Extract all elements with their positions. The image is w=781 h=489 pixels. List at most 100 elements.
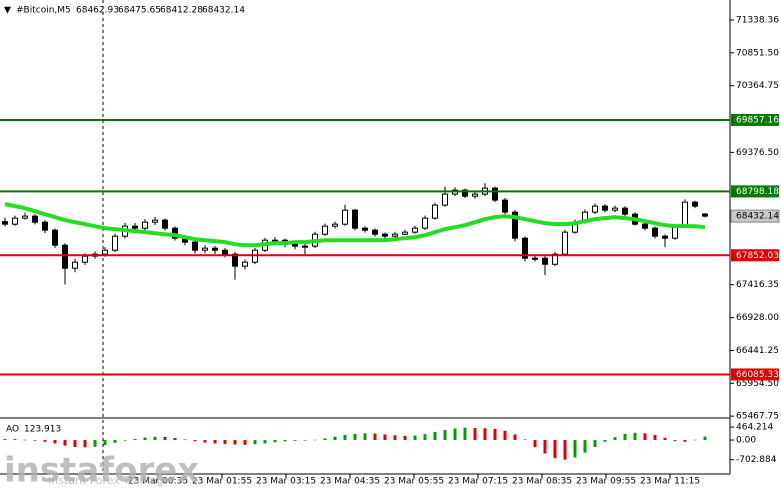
ao-bar xyxy=(113,440,117,443)
ao-bar xyxy=(13,439,17,441)
candle-body xyxy=(382,233,388,237)
ao-bar xyxy=(423,434,427,441)
candle-body xyxy=(682,201,688,227)
ao-bar xyxy=(323,438,327,441)
y-tick-label: 71338.36 xyxy=(736,16,779,26)
candle-body xyxy=(232,253,238,267)
ao-bar xyxy=(413,435,417,441)
candle-body xyxy=(272,239,278,242)
level-label: 67852.03 xyxy=(736,251,779,261)
y-tick-label: 67416.35 xyxy=(736,280,779,290)
ao-bar xyxy=(433,431,437,441)
ao-bar xyxy=(223,440,227,444)
x-tick-label: 23 Mar 03:15 xyxy=(256,477,316,487)
ao-bar xyxy=(193,440,197,442)
watermark-title: instaforex xyxy=(4,451,199,489)
ao-bar xyxy=(33,440,37,441)
y-tick-label: 66441.25 xyxy=(736,346,779,356)
ao-bar xyxy=(53,440,57,444)
candle-body xyxy=(62,244,68,269)
candle-body xyxy=(542,257,548,265)
ao-tick-label: 0.00 xyxy=(736,436,756,446)
chart-title: #Bitcoin,M5 xyxy=(16,6,71,16)
ao-bar xyxy=(273,440,277,443)
candle-body xyxy=(342,209,348,225)
candle-body xyxy=(592,205,598,213)
y-tick-label: 70851.50 xyxy=(736,48,779,58)
y-tick-label: 65467.75 xyxy=(736,412,779,422)
ao-bar xyxy=(513,434,517,441)
ao-bar xyxy=(183,439,187,441)
ao-bar xyxy=(573,440,577,458)
ao-bar xyxy=(393,435,397,441)
candle-body xyxy=(532,257,538,260)
candle-body xyxy=(472,193,478,197)
ao-bar xyxy=(363,433,367,441)
candle-body xyxy=(392,233,398,237)
candle-body xyxy=(322,225,328,235)
ao-bar xyxy=(103,440,107,446)
y-tick-label: 69376.50 xyxy=(736,148,779,158)
ao-bar xyxy=(523,439,527,441)
candle-body xyxy=(22,215,28,219)
candle-body xyxy=(102,249,108,255)
ao-bar xyxy=(693,439,697,441)
high-value: 68475.65 xyxy=(118,6,161,16)
candle-body xyxy=(522,237,528,259)
ao-bar xyxy=(143,437,147,441)
level-label: 68798.18 xyxy=(736,187,779,197)
candle-body xyxy=(652,227,658,237)
x-tick-label: 23 Mar 05:55 xyxy=(384,477,444,487)
ao-bar xyxy=(3,438,7,441)
candle-body xyxy=(192,241,198,251)
open-value: 68462.93 xyxy=(76,6,119,16)
ao-bar xyxy=(653,435,657,441)
ao-bar xyxy=(603,440,607,442)
y-tick-label: 70364.75 xyxy=(736,81,779,91)
level-label: 66085.33 xyxy=(736,370,779,380)
candle-body xyxy=(512,211,518,239)
ao-bar xyxy=(493,428,497,441)
x-tick-label: 23 Mar 08:35 xyxy=(512,477,572,487)
ao-bar xyxy=(203,440,207,443)
candle-body xyxy=(612,207,618,211)
candle-body xyxy=(552,253,558,265)
candle-body xyxy=(222,249,228,255)
ao-bar xyxy=(293,440,297,441)
candle-body xyxy=(202,247,208,251)
candle-body xyxy=(462,189,468,197)
y-tick-label: 65954.50 xyxy=(736,379,779,389)
candle-body xyxy=(242,261,248,267)
candle-body xyxy=(422,217,428,229)
candle-body xyxy=(702,213,708,217)
ao-bar xyxy=(663,437,667,441)
x-tick-label: 23 Mar 01:55 xyxy=(192,477,252,487)
ao-bar xyxy=(503,430,507,441)
level-label-box xyxy=(731,113,779,126)
candle-body xyxy=(352,209,358,229)
ao-bar xyxy=(623,433,627,441)
x-tick-label: 23 Mar 07:15 xyxy=(448,477,508,487)
x-tick-label: 23 Mar 11:15 xyxy=(640,477,700,487)
ao-bar xyxy=(373,433,377,441)
ao-bar xyxy=(283,440,287,442)
ao-bar xyxy=(303,440,307,441)
ao-bar xyxy=(93,440,97,447)
candle-body xyxy=(72,261,78,269)
candle-body xyxy=(32,215,38,223)
ao-bar xyxy=(163,436,167,441)
ao-bar xyxy=(543,440,547,454)
candle-body xyxy=(112,235,118,251)
y-tick-label: 66928.00 xyxy=(736,313,779,323)
candle-body xyxy=(432,204,438,219)
ao-bar xyxy=(643,433,647,441)
ao-bar xyxy=(683,440,687,442)
ao-bar xyxy=(403,435,407,441)
candle-body xyxy=(142,221,148,229)
ao-bar xyxy=(483,428,487,441)
ao-value: 123.913 xyxy=(24,425,61,435)
ao-bar xyxy=(233,440,237,445)
candle-body xyxy=(52,229,58,246)
ao-bar xyxy=(443,429,447,441)
